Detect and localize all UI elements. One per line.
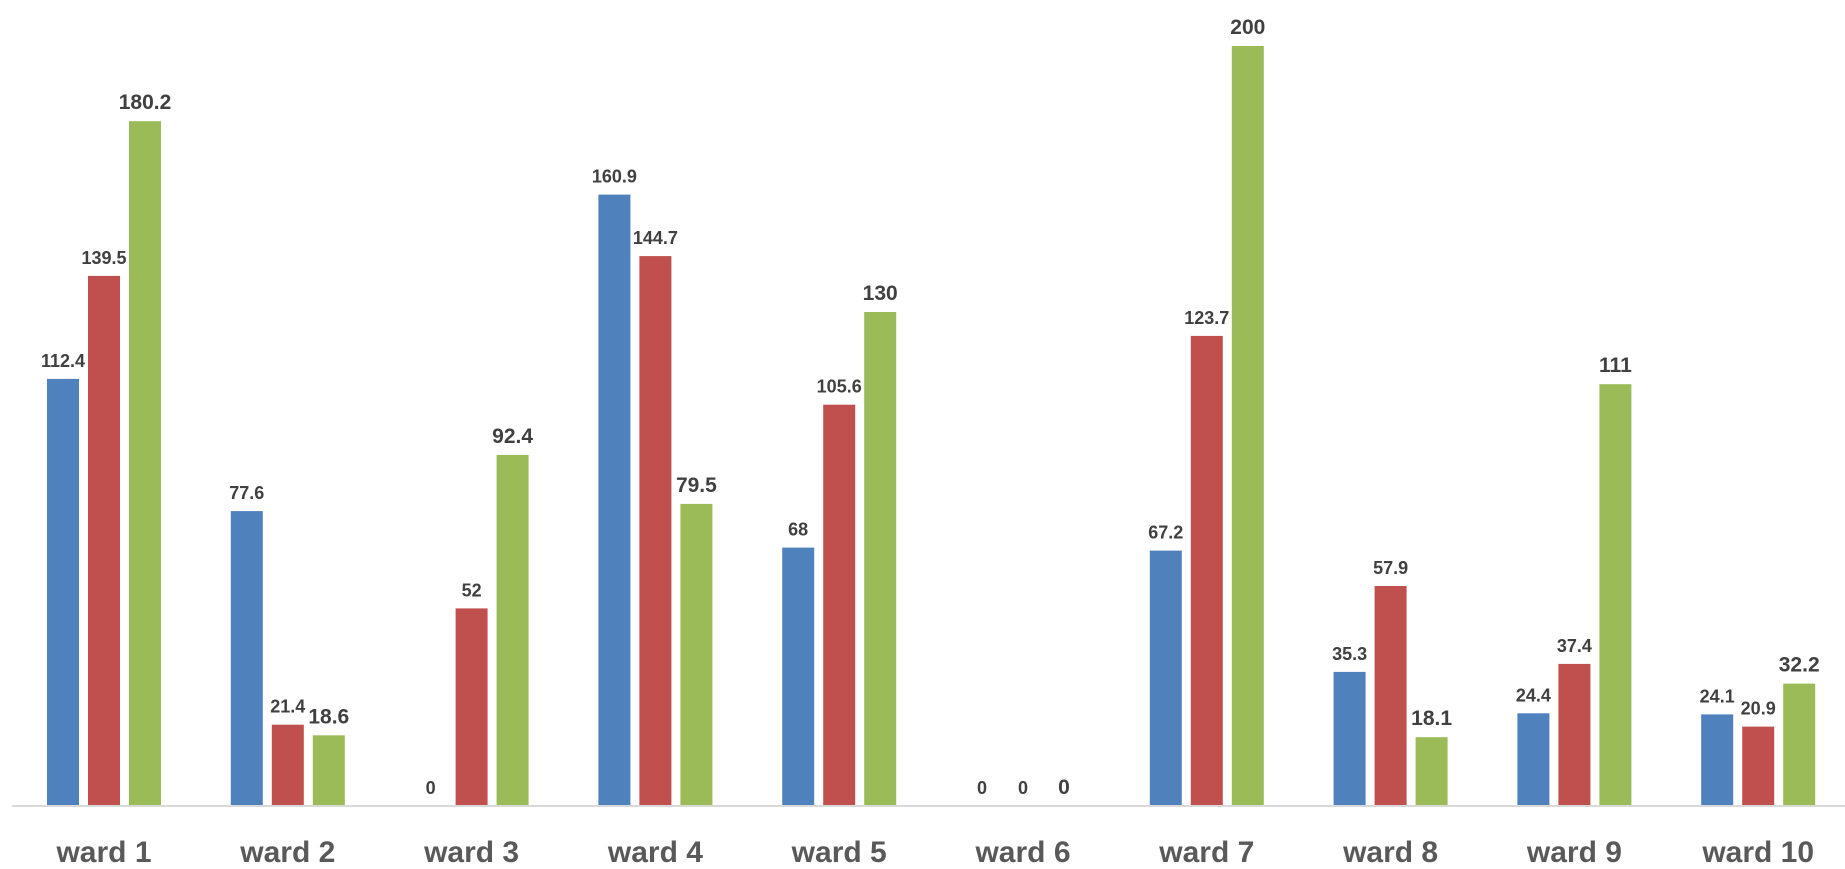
bar-ward-5-series-3 — [864, 312, 897, 806]
bar-ward-3-series-3 — [496, 454, 529, 806]
data-label-ward-6-series-2: 0 — [1018, 778, 1028, 798]
data-label-ward-6-series-1: 0 — [977, 778, 987, 798]
data-labels-group: 112.4 139.5 180.2 77.6 21.4 18.6 0 52 92.4 160.9 1… — [41, 16, 1820, 799]
bar-ward-8-series-2 — [1374, 586, 1407, 806]
data-label-ward-10-series-1: 24.1 — [1700, 686, 1735, 706]
category-label-ward-2: ward 2 — [239, 836, 335, 869]
category-labels-group: ward 1 ward 2 ward 3 ward 4 ward 5 ward 6 ward… — [55, 836, 1814, 869]
data-label-ward-3-series-3: 92.4 — [492, 425, 533, 448]
category-label-ward-6: ward 6 — [974, 836, 1070, 869]
bar-ward-10-series-2 — [1742, 726, 1775, 806]
data-label-ward-1-series-3: 180.2 — [119, 91, 172, 114]
data-label-ward-2-series-3: 18.6 — [308, 705, 349, 728]
category-label-ward-10: ward 10 — [1701, 836, 1814, 869]
category-label-ward-3: ward 3 — [423, 836, 519, 869]
category-label-ward-7: ward 7 — [1158, 836, 1254, 869]
category-label-ward-9: ward 9 — [1526, 836, 1622, 869]
data-label-ward-7-series-2: 123.7 — [1184, 308, 1229, 328]
bar-ward-4-series-1 — [598, 194, 631, 807]
data-label-ward-5-series-2: 105.6 — [817, 377, 862, 397]
data-label-ward-8-series-2: 57.9 — [1373, 558, 1408, 578]
category-label-ward-8: ward 8 — [1342, 836, 1438, 869]
bar-ward-4-series-2 — [639, 256, 672, 807]
bar-ward-5-series-2 — [823, 404, 856, 806]
bar-ward-7-series-2 — [1190, 335, 1223, 806]
bar-ward-9-series-1 — [1517, 713, 1550, 806]
category-label-ward-5: ward 5 — [791, 836, 887, 869]
data-label-ward-10-series-3: 32.2 — [1779, 654, 1820, 677]
bar-ward-10-series-1 — [1701, 714, 1734, 806]
data-label-ward-5-series-1: 68 — [788, 520, 808, 540]
bar-ward-8-series-3 — [1415, 737, 1448, 806]
data-label-ward-10-series-2: 20.9 — [1741, 699, 1776, 719]
data-label-ward-8-series-3: 18.1 — [1411, 707, 1452, 730]
bar-ward-7-series-3 — [1231, 46, 1264, 806]
data-label-ward-9-series-1: 24.4 — [1516, 685, 1551, 705]
bar-ward-2-series-2 — [271, 724, 304, 806]
bar-ward-1-series-2 — [88, 275, 120, 806]
data-label-ward-3-series-2: 52 — [462, 580, 482, 600]
bar-ward-10-series-3 — [1783, 683, 1816, 806]
bars-group — [47, 46, 1816, 807]
data-label-ward-4-series-3: 79.5 — [676, 474, 717, 497]
data-label-ward-7-series-3: 200 — [1230, 16, 1265, 39]
category-label-ward-1: ward 1 — [55, 836, 151, 869]
data-label-ward-2-series-2: 21.4 — [270, 697, 305, 717]
data-label-ward-8-series-1: 35.3 — [1332, 644, 1367, 664]
bar-ward-4-series-3 — [680, 503, 713, 806]
data-label-ward-9-series-2: 37.4 — [1557, 636, 1592, 656]
bar-ward-9-series-2 — [1558, 663, 1591, 806]
bar-ward-3-series-2 — [455, 608, 488, 806]
bar-ward-2-series-3 — [312, 735, 345, 806]
data-label-ward-1-series-1: 112.4 — [41, 351, 85, 371]
bar-ward-5-series-1 — [782, 547, 815, 806]
bar-ward-2-series-1 — [230, 511, 263, 806]
category-label-ward-4: ward 4 — [607, 836, 703, 869]
data-label-ward-4-series-2: 144.7 — [633, 228, 678, 248]
bar-ward-8-series-1 — [1333, 671, 1366, 806]
data-label-ward-9-series-3: 111 — [1599, 354, 1632, 377]
data-label-ward-2-series-1: 77.6 — [229, 483, 264, 503]
bar-ward-9-series-3 — [1599, 384, 1632, 806]
data-label-ward-7-series-1: 67.2 — [1148, 523, 1183, 543]
data-label-ward-1-series-2: 139.5 — [81, 248, 126, 268]
bar-ward-7-series-1 — [1149, 550, 1182, 806]
data-label-ward-6-series-3: 0 — [1058, 776, 1070, 799]
data-label-ward-5-series-3: 130 — [863, 282, 898, 305]
bar-ward-1-series-1 — [47, 378, 79, 806]
data-label-ward-4-series-1: 160.9 — [592, 167, 637, 187]
data-label-ward-3-series-1: 0 — [426, 778, 436, 798]
bar-ward-1-series-3 — [129, 121, 161, 806]
